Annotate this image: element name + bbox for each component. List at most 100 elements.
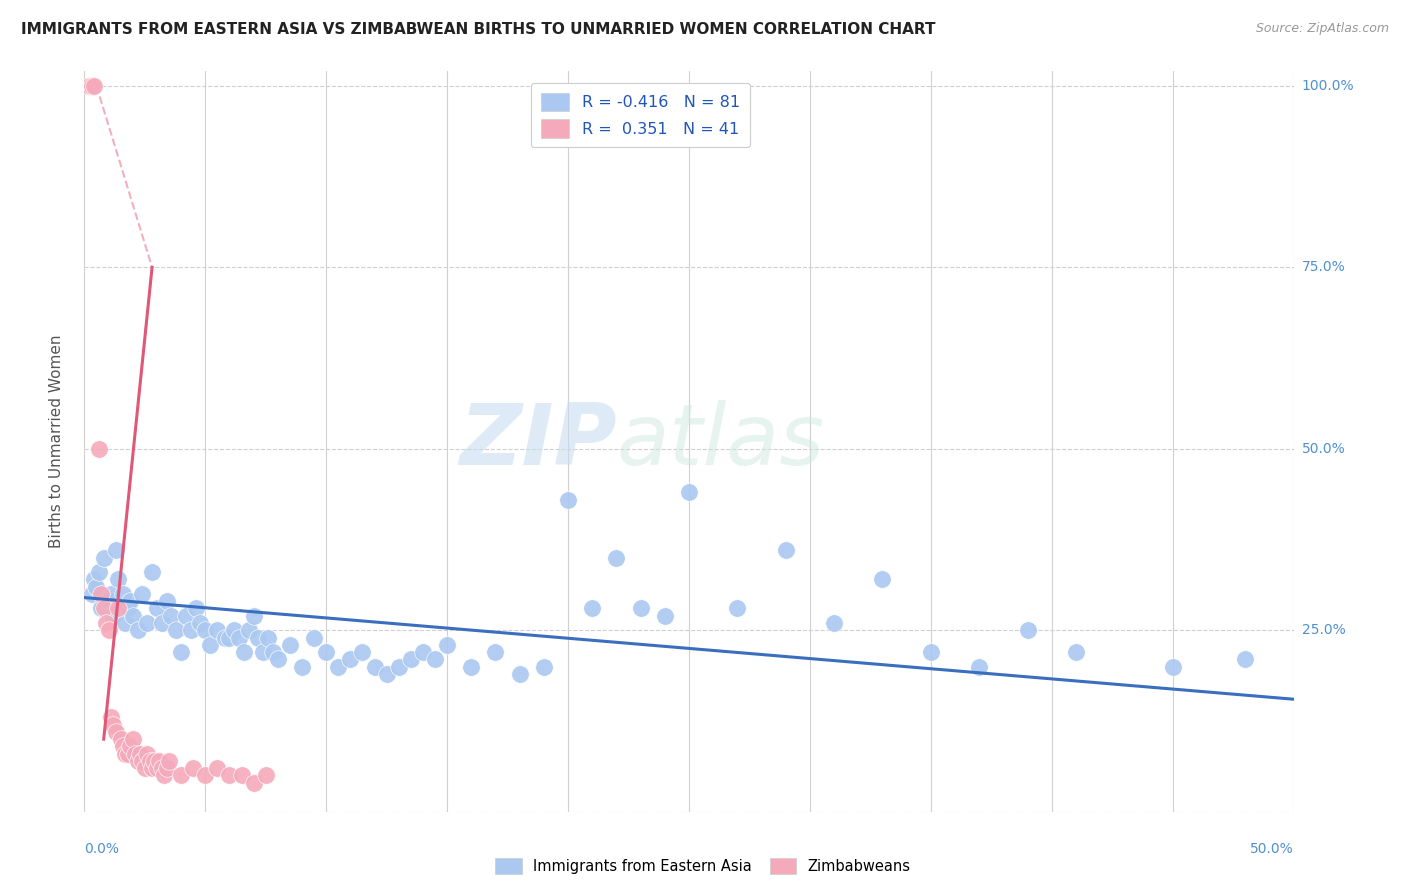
Text: ZIP: ZIP <box>458 400 616 483</box>
Point <box>180 624 202 638</box>
Point <box>181 761 204 775</box>
Point <box>110 601 132 615</box>
Point <box>291 659 314 673</box>
Point <box>83 573 105 587</box>
Point <box>194 624 217 638</box>
Point <box>339 652 361 666</box>
Point <box>117 601 139 615</box>
Point <box>242 608 264 623</box>
Point <box>328 659 350 673</box>
Point <box>775 543 797 558</box>
Point <box>184 601 207 615</box>
Point <box>90 601 112 615</box>
Point <box>654 608 676 623</box>
Point <box>127 754 149 768</box>
Point <box>436 638 458 652</box>
Point <box>97 594 120 608</box>
Point <box>112 587 135 601</box>
Point <box>207 624 229 638</box>
Point <box>155 761 177 775</box>
Point <box>136 747 159 761</box>
Point <box>146 761 169 775</box>
Point <box>112 739 135 754</box>
Point <box>157 754 180 768</box>
Point <box>93 601 115 615</box>
Point <box>967 659 990 673</box>
Point <box>1064 645 1087 659</box>
Text: 75.0%: 75.0% <box>1302 260 1346 275</box>
Point <box>194 768 217 782</box>
Point <box>86 580 108 594</box>
Point <box>581 601 603 615</box>
Point <box>315 645 337 659</box>
Point <box>412 645 434 659</box>
Point <box>509 666 531 681</box>
Point <box>127 624 149 638</box>
Point <box>233 645 256 659</box>
Point <box>823 615 845 630</box>
Point <box>136 615 159 630</box>
Point <box>262 645 284 659</box>
Point <box>124 747 146 761</box>
Point <box>114 615 136 630</box>
Point <box>143 754 166 768</box>
Point <box>198 638 221 652</box>
Point <box>238 624 260 638</box>
Point <box>231 768 253 782</box>
Point <box>107 601 129 615</box>
Point <box>131 754 153 768</box>
Point <box>150 761 173 775</box>
Point <box>257 631 280 645</box>
Point <box>90 587 112 601</box>
Text: 100.0%: 100.0% <box>1302 78 1354 93</box>
Point <box>155 594 177 608</box>
Text: 0.0%: 0.0% <box>84 842 120 856</box>
Point <box>267 652 290 666</box>
Point <box>872 573 894 587</box>
Point <box>630 601 652 615</box>
Point <box>174 608 197 623</box>
Point <box>131 587 153 601</box>
Point <box>388 659 411 673</box>
Text: 50.0%: 50.0% <box>1250 842 1294 856</box>
Point <box>138 754 160 768</box>
Point <box>114 747 136 761</box>
Point <box>117 747 139 761</box>
Point <box>165 624 187 638</box>
Point <box>93 550 115 565</box>
Text: IMMIGRANTS FROM EASTERN ASIA VS ZIMBABWEAN BIRTHS TO UNMARRIED WOMEN CORRELATION: IMMIGRANTS FROM EASTERN ASIA VS ZIMBABWE… <box>21 22 935 37</box>
Point <box>80 587 103 601</box>
Point <box>352 645 374 659</box>
Point <box>87 442 110 456</box>
Point <box>160 608 183 623</box>
Point <box>107 573 129 587</box>
Point <box>121 608 143 623</box>
Point <box>247 631 270 645</box>
Point <box>94 601 117 615</box>
Point <box>278 638 301 652</box>
Point <box>100 710 122 724</box>
Point <box>207 761 229 775</box>
Point <box>920 645 942 659</box>
Point <box>87 565 110 579</box>
Point <box>148 754 170 768</box>
Point <box>83 78 105 93</box>
Point <box>97 624 120 638</box>
Point <box>141 761 163 775</box>
Point <box>141 565 163 579</box>
Text: 25.0%: 25.0% <box>1302 624 1346 637</box>
Point <box>218 631 240 645</box>
Point <box>120 594 142 608</box>
Point <box>153 768 176 782</box>
Point <box>252 645 274 659</box>
Legend: Immigrants from Eastern Asia, Zimbabweans: Immigrants from Eastern Asia, Zimbabwean… <box>489 852 917 880</box>
Point <box>214 631 236 645</box>
Point <box>363 659 385 673</box>
Point <box>104 724 127 739</box>
Point <box>423 652 446 666</box>
Point <box>120 739 142 754</box>
Point <box>103 717 125 731</box>
Point <box>146 601 169 615</box>
Point <box>224 624 246 638</box>
Point <box>134 761 156 775</box>
